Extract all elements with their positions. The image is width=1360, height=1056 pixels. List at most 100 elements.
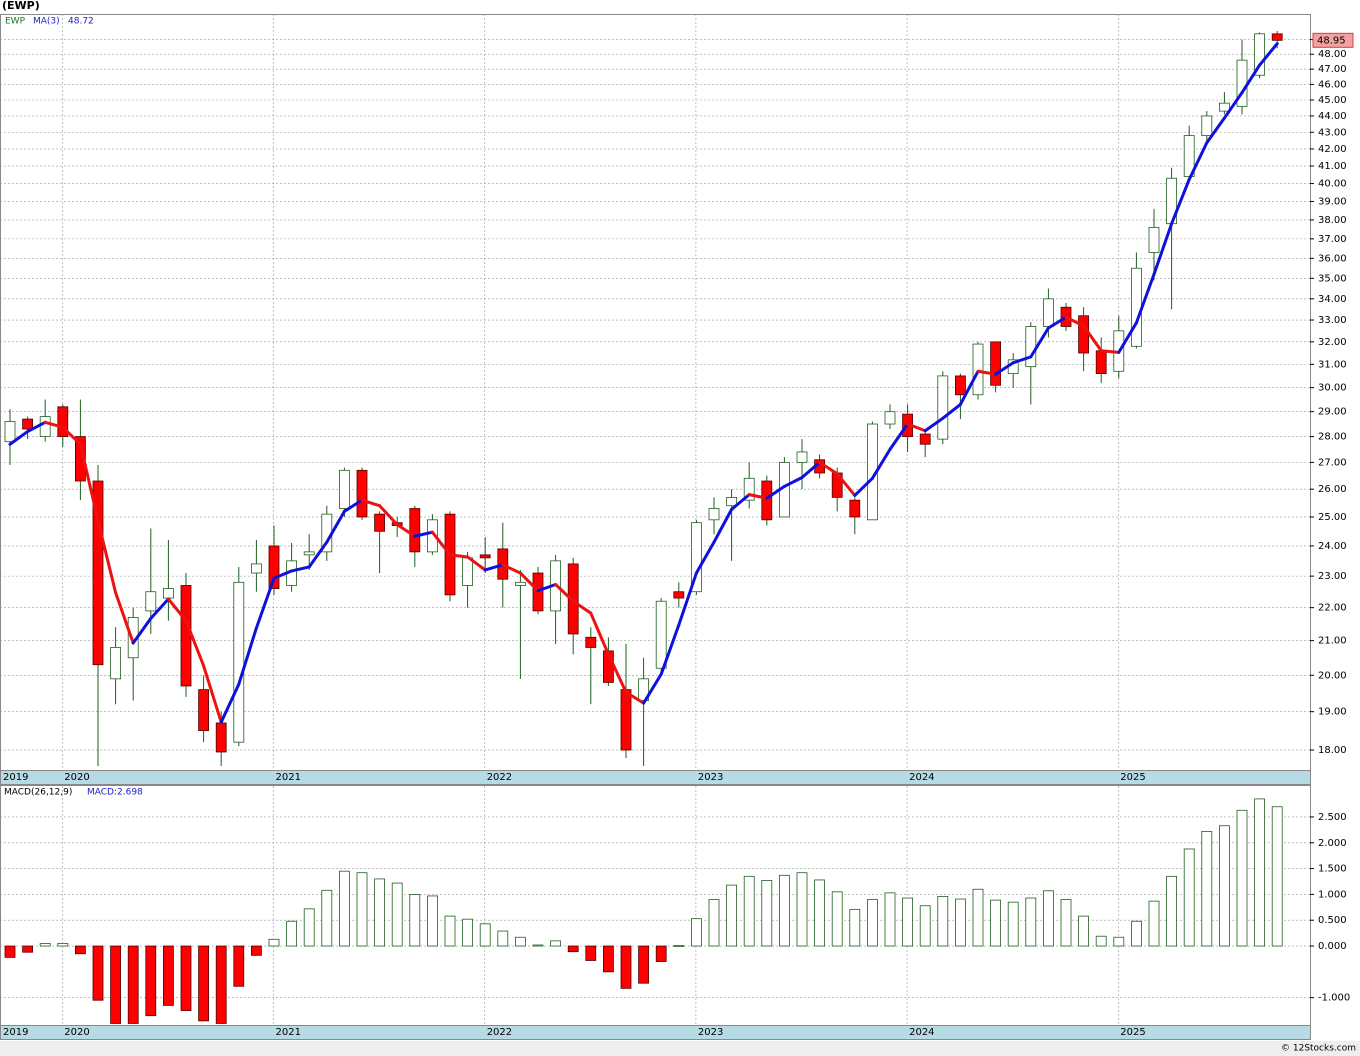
y-tick-label: 36.00 xyxy=(1318,253,1347,264)
candle-body xyxy=(990,341,1001,386)
ma-segment xyxy=(994,361,1015,376)
macd-bar xyxy=(162,945,174,1006)
y-tick-label: 1.000 xyxy=(1318,889,1347,900)
candle-body xyxy=(673,591,685,599)
y-tick-label: 18.00 xyxy=(1318,745,1347,756)
macd-bar xyxy=(180,945,192,1011)
macd-bar xyxy=(603,945,614,973)
candle-body xyxy=(937,375,949,440)
y-tick-label: 27.00 xyxy=(1318,457,1347,468)
macd-bar xyxy=(867,899,878,947)
macd-bar xyxy=(972,888,984,947)
candle-body xyxy=(198,689,210,731)
y-tick-label: 25.00 xyxy=(1318,512,1347,523)
candle-body xyxy=(708,508,720,521)
y-tick-label: 48.00 xyxy=(1318,49,1347,60)
ma-segment xyxy=(853,476,874,497)
candle-body xyxy=(796,451,808,463)
candle-body xyxy=(338,469,350,509)
macd-bar xyxy=(1025,897,1037,947)
macd-bar xyxy=(1236,809,1248,947)
macd-bar xyxy=(743,875,755,947)
ma-segment xyxy=(378,504,399,527)
candle-body xyxy=(1201,115,1213,136)
y-tick-label: 32.00 xyxy=(1318,337,1347,348)
legend-symbol: EWP xyxy=(5,17,26,27)
ma-segment xyxy=(149,597,170,620)
candle-body xyxy=(1271,33,1283,41)
ma-segment xyxy=(888,422,910,451)
candle-body xyxy=(761,480,773,521)
candle-body xyxy=(479,554,491,559)
candle-body xyxy=(1148,227,1160,253)
ma-segment xyxy=(466,555,487,572)
macd-bar xyxy=(1219,825,1230,947)
y-tick-label: 34.00 xyxy=(1318,294,1347,305)
ma-segment xyxy=(360,498,382,508)
ma-segment xyxy=(8,430,30,446)
macd-bar xyxy=(761,880,773,947)
ma-segment xyxy=(782,476,804,488)
macd-panel xyxy=(0,785,1311,1026)
legend-ma-value: 48.72 xyxy=(68,17,94,27)
candle-body xyxy=(409,508,421,553)
y-tick-label: 45.00 xyxy=(1318,95,1347,106)
candle-body xyxy=(356,469,368,518)
ma-segment xyxy=(448,553,470,559)
ma-segment xyxy=(202,664,223,724)
candle-body xyxy=(39,416,51,437)
macd-bar xyxy=(127,945,139,1024)
ma-segment xyxy=(1082,324,1103,353)
candle-body xyxy=(1219,102,1230,112)
macd-bar xyxy=(1201,831,1213,947)
ma-segment xyxy=(1064,315,1086,328)
macd-bar xyxy=(374,878,386,947)
macd-bar xyxy=(779,874,790,947)
macd-bar xyxy=(884,892,896,947)
ma-segment xyxy=(413,530,434,538)
ma-segment xyxy=(1240,63,1262,95)
last-price-label: 48.95 xyxy=(1317,35,1346,46)
y-tick-label: 31.00 xyxy=(1318,359,1347,370)
macd-bar xyxy=(1095,935,1107,947)
ma-segment xyxy=(765,484,786,500)
macd-bar xyxy=(39,943,51,947)
x-tick-label: 2025 xyxy=(1120,772,1145,783)
macd-bar xyxy=(902,897,913,947)
x-tick-label: 2021 xyxy=(276,1027,301,1038)
ma-segment xyxy=(1046,315,1068,330)
candle-body xyxy=(1095,350,1107,374)
ma-segment xyxy=(166,597,188,623)
y-tick-label: 0.500 xyxy=(1318,915,1347,926)
macd-bar xyxy=(1043,890,1054,947)
candle-body xyxy=(110,647,121,680)
macd-bar xyxy=(655,945,667,962)
x-tick-label: 2024 xyxy=(909,1027,934,1038)
macd-bar xyxy=(444,915,456,947)
y-tick-label: 30.00 xyxy=(1318,383,1347,394)
candle-body xyxy=(1078,315,1089,354)
macd-bar xyxy=(1078,915,1089,947)
candle-body xyxy=(57,406,69,437)
macd-bar xyxy=(286,920,298,947)
macd-bar xyxy=(4,945,16,958)
x-tick-label: 2023 xyxy=(698,772,723,783)
ma-segment xyxy=(501,563,522,575)
candle-body xyxy=(462,557,474,586)
ma-segment xyxy=(624,690,646,705)
macd-bar xyxy=(1166,875,1177,947)
ma-segment xyxy=(659,623,681,676)
y-tick-label: -1.000 xyxy=(1318,993,1350,1004)
ma-segment xyxy=(589,611,610,656)
candle-body xyxy=(972,343,984,396)
macd-bar xyxy=(479,923,491,947)
macd-bar xyxy=(726,884,737,947)
ma-segment xyxy=(430,530,452,557)
macd-bar xyxy=(391,882,403,947)
y-tick-label: 24.00 xyxy=(1318,541,1347,552)
macd-bar xyxy=(831,891,843,947)
y-tick-label: 43.00 xyxy=(1318,127,1347,138)
macd-bar xyxy=(409,894,421,947)
candle-body xyxy=(655,600,667,669)
